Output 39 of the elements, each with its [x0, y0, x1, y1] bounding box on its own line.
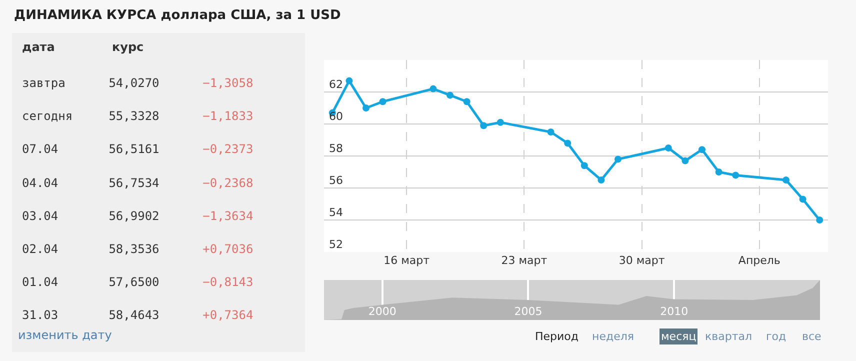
x-tick-label: 16 март [384, 254, 430, 267]
text: 01.04 57,6500 [22, 275, 160, 289]
x-tick-label: 2000 [368, 304, 396, 318]
text: ДИНАМИКА КУРСА доллара США, за 1 USD [14, 8, 342, 23]
text: 03.04 56,9902 [22, 209, 160, 223]
x-tick-label: 30 март [618, 254, 666, 267]
text: −0,2368 [202, 176, 254, 190]
text: курс [112, 40, 144, 54]
y-tick-label: 54 [329, 206, 343, 220]
y-tick-label: 60 [329, 110, 343, 124]
text: неделя [592, 330, 634, 343]
text: +0,7364 [202, 308, 254, 322]
text: 04.04 56,7534 [22, 176, 160, 190]
text: −1,1833 [202, 109, 254, 123]
text: все [802, 330, 822, 343]
text: −0,8143 [202, 275, 254, 289]
x-tick-label: 23 март [501, 254, 548, 267]
y-tick-label: 58 [329, 142, 343, 156]
text: 02.04 58,3536 [22, 242, 160, 256]
x-tick-label: 2005 [514, 304, 542, 318]
text: +0,7036 [202, 242, 254, 256]
x-tick-label: Апрель [738, 254, 780, 267]
text: −0,2373 [202, 142, 254, 156]
x-tick-label: 2010 [660, 304, 688, 318]
y-tick-label: 56 [329, 174, 343, 188]
text: сегодня 55,3328 [22, 109, 160, 123]
text: квартал [705, 330, 752, 343]
text: год [766, 330, 787, 343]
y-tick-label: 52 [329, 238, 343, 252]
text: −1,3058 [202, 76, 254, 90]
text: завтра 54,0270 [22, 76, 160, 90]
text: 31.03 58,4643 [22, 308, 160, 322]
text: дата [22, 40, 55, 54]
text: изменить дату [18, 328, 112, 342]
text: −1,3634 [202, 209, 254, 223]
y-tick-label: 62 [329, 78, 343, 92]
text: Период [535, 330, 579, 343]
text: 07.04 56,5161 [22, 142, 160, 156]
text: месяц [661, 330, 696, 343]
